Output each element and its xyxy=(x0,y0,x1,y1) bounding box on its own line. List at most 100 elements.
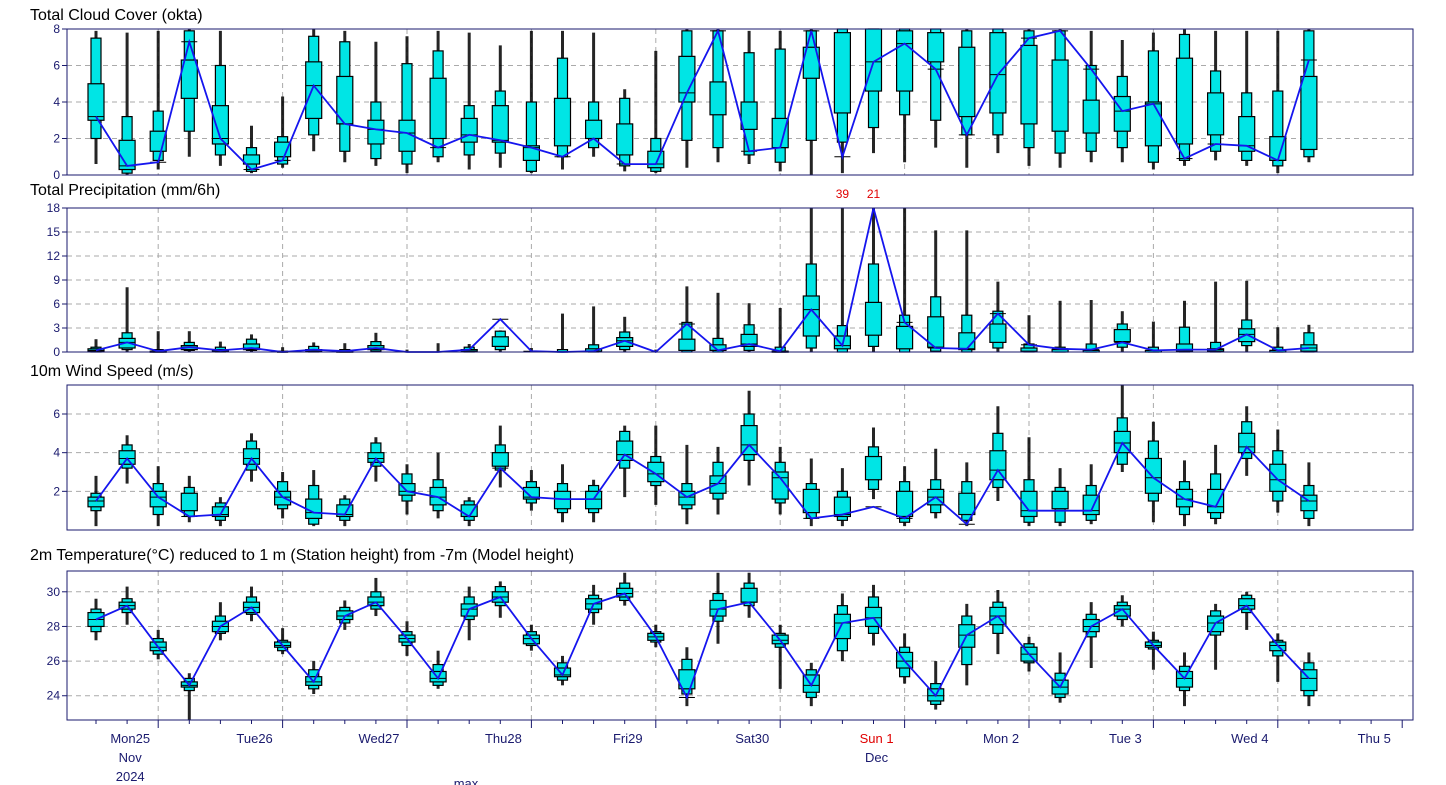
y-tick-label: 15 xyxy=(47,225,61,239)
x-day-label: Wed 4 xyxy=(1231,731,1268,746)
panel-background xyxy=(67,571,1413,720)
y-tick-label: 6 xyxy=(53,297,60,311)
box-inner xyxy=(1238,598,1256,610)
panel-title: Total Cloud Cover (okta) xyxy=(30,7,203,24)
panel-frame xyxy=(66,28,1414,176)
box-inner xyxy=(553,490,572,510)
box-inner xyxy=(1113,329,1131,343)
box-inner xyxy=(180,59,198,99)
x-day-label: Wed27 xyxy=(359,731,400,746)
box-inner xyxy=(242,154,261,165)
x-day-label: Tue 3 xyxy=(1109,731,1142,746)
box-inner xyxy=(398,483,416,496)
box-inner xyxy=(553,667,572,678)
box-inner xyxy=(1238,432,1256,454)
y-tick-label: 4 xyxy=(53,95,60,109)
box-inner xyxy=(616,337,634,348)
box-inner xyxy=(1051,59,1069,132)
box-inner xyxy=(211,105,229,145)
y-tick-label: 9 xyxy=(53,273,60,287)
x-month-label: Nov xyxy=(119,750,143,765)
box-inner xyxy=(678,338,696,352)
y-tick-label: 4 xyxy=(53,446,60,460)
panel-frame xyxy=(66,570,1414,721)
box-inner xyxy=(553,97,572,147)
box-inner xyxy=(87,496,105,508)
y-tick-label: 30 xyxy=(47,585,61,599)
x-year-label: 2024 xyxy=(116,769,145,784)
box-inner xyxy=(709,81,727,116)
x-day-label: Fri29 xyxy=(613,731,643,746)
x-day-label: Thu28 xyxy=(485,731,522,746)
x-day-label: Tue26 xyxy=(236,731,272,746)
y-tick-label: 0 xyxy=(53,168,60,182)
panel-title: Total Precipitation (mm/6h) xyxy=(30,182,220,199)
y-tick-label: 2 xyxy=(53,132,60,146)
box-inner xyxy=(616,123,634,156)
box-inner xyxy=(1238,115,1256,152)
box-inner xyxy=(305,61,323,120)
box-inner xyxy=(895,490,914,518)
y-tick-label: 26 xyxy=(47,654,61,668)
y-tick-label: 6 xyxy=(53,407,60,421)
box-inner xyxy=(1051,490,1069,510)
box-inner xyxy=(522,486,541,500)
box-inner xyxy=(958,46,976,118)
box-inner xyxy=(678,55,696,103)
box-inner xyxy=(149,490,167,508)
x-day-label: Sat30 xyxy=(735,731,769,746)
box-inner xyxy=(771,117,789,149)
footer-text: max xyxy=(454,776,479,785)
box-inner xyxy=(1206,488,1225,514)
box-inner xyxy=(864,455,883,481)
box-inner xyxy=(274,141,292,158)
x-day-label: Mon25 xyxy=(110,731,150,746)
off-scale-max-label: 39 xyxy=(836,187,850,201)
box-inner xyxy=(1175,57,1194,145)
y-tick-label: 8 xyxy=(53,22,60,36)
box-inner xyxy=(833,32,852,114)
panel-frame xyxy=(66,384,1414,531)
box-inner xyxy=(740,425,758,456)
median-line xyxy=(95,592,1310,700)
box-inner xyxy=(429,77,447,140)
x-day-label: Thu 5 xyxy=(1358,731,1391,746)
box-inner xyxy=(1113,605,1131,617)
box-inner xyxy=(740,333,758,347)
box-inner xyxy=(1300,75,1318,151)
box-inner xyxy=(802,488,820,514)
box-inner xyxy=(895,325,914,350)
box-inner xyxy=(927,32,945,63)
box-inner xyxy=(1020,347,1038,352)
box-inner xyxy=(367,119,385,145)
box-inner xyxy=(584,490,603,510)
median-line xyxy=(95,28,1310,171)
x-month-label: Dec xyxy=(865,750,889,765)
y-tick-label: 12 xyxy=(47,249,61,263)
x-day-label: Sun 1 xyxy=(860,731,894,746)
box-inner xyxy=(460,117,478,143)
box-inner xyxy=(491,105,509,143)
box-outer xyxy=(774,48,786,163)
box-inner xyxy=(242,343,261,351)
box-inner xyxy=(491,336,509,347)
box-inner xyxy=(305,498,323,520)
box-inner xyxy=(336,504,354,518)
y-tick-label: 6 xyxy=(53,59,60,73)
box-inner xyxy=(491,452,509,467)
box-inner xyxy=(740,101,758,130)
box-inner xyxy=(958,492,976,516)
box-outer xyxy=(525,101,538,172)
box-inner xyxy=(616,440,634,462)
box-inner xyxy=(1175,343,1194,352)
x-day-label: Mon 2 xyxy=(983,731,1019,746)
box-inner xyxy=(87,83,105,121)
box-inner xyxy=(771,471,789,500)
box-inner xyxy=(1144,457,1163,494)
box-inner xyxy=(895,30,914,92)
box-inner xyxy=(1113,95,1131,132)
box-inner xyxy=(584,119,603,140)
y-tick-label: 3 xyxy=(53,321,60,335)
median-line xyxy=(95,207,1309,354)
